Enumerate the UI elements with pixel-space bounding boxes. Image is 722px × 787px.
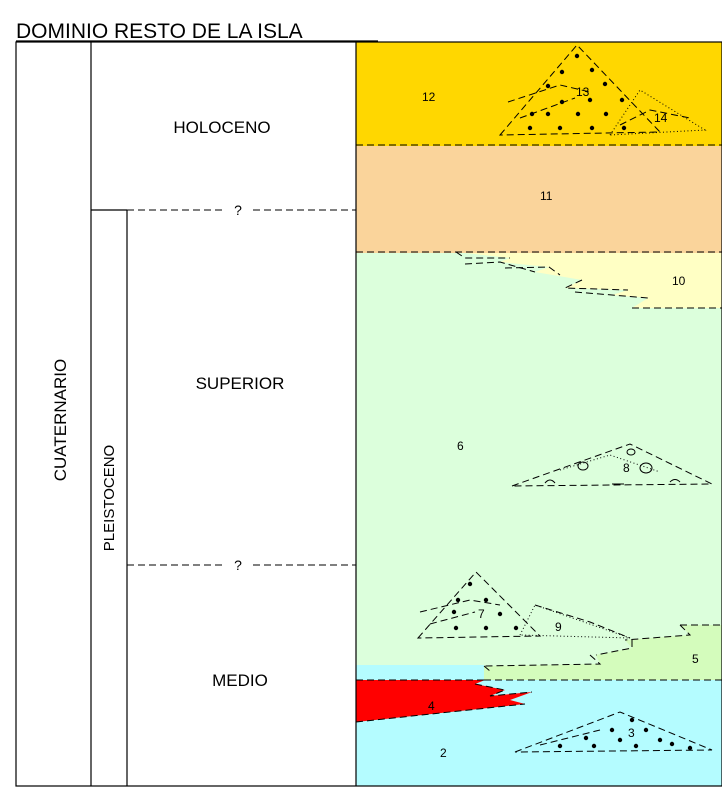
unit-8-body	[511, 443, 713, 487]
unit-7-body	[416, 571, 542, 639]
unit-label-10: 10	[672, 274, 686, 288]
unit-label-6: 6	[457, 439, 464, 453]
unit-label-13: 13	[576, 85, 590, 99]
unit-label-4: 4	[428, 699, 435, 713]
chronology-table	[15, 41, 722, 787]
unit-4-fill	[356, 680, 532, 722]
unit-label-7: 7	[478, 607, 485, 621]
gravel-dot	[529, 111, 535, 117]
unit-label-12: 12	[422, 90, 436, 104]
gravel-dot	[455, 597, 461, 603]
boundary-question-upper: ?	[234, 202, 242, 218]
unit-9-body	[519, 604, 631, 639]
gravel-dot	[497, 611, 503, 617]
gravel-dot	[545, 83, 551, 89]
gravel-dots	[451, 53, 693, 751]
unit-label-9: 9	[555, 620, 562, 634]
label-pleistoceno: PLEISTOCENO	[101, 445, 118, 551]
gravel-dot	[669, 741, 675, 747]
unit-fills	[356, 42, 722, 786]
unit-5-fill	[484, 625, 722, 680]
unit-6-fill	[356, 252, 722, 680]
label-holoceno: HOLOCENO	[173, 118, 270, 137]
gravel-dot	[559, 99, 565, 105]
gravel-dot	[602, 81, 608, 87]
gravel-dot	[603, 111, 609, 117]
gravel-dot	[587, 97, 593, 103]
gravel-dot	[575, 111, 581, 117]
gravel-dot	[591, 743, 597, 749]
unit-3-body	[514, 711, 713, 753]
boundary-question-lower: ?	[234, 557, 242, 573]
unit-label-5: 5	[692, 652, 699, 666]
gravel-dot	[483, 597, 489, 603]
unit-14-body	[609, 89, 707, 136]
diagram-title: DOMINIO RESTO DE LA ISLA	[16, 20, 303, 43]
gravel-dot	[467, 581, 473, 587]
gravel-dot	[513, 625, 519, 631]
gravel-dot	[545, 111, 551, 117]
gravel-dot	[629, 717, 635, 723]
gravel-dot	[557, 743, 563, 749]
unit-10-fill	[456, 252, 722, 308]
gravel-dot	[453, 625, 459, 631]
gravel-dot	[527, 125, 533, 131]
unit-12-fill	[356, 42, 722, 146]
gravel-dot	[619, 97, 625, 103]
gravel-dot	[657, 737, 663, 743]
gravel-dot	[589, 125, 595, 131]
unit-label-11: 11	[540, 189, 553, 203]
gravel-dot	[451, 609, 457, 615]
label-superior: SUPERIOR	[196, 374, 285, 393]
gravel-dot	[643, 727, 649, 733]
unit-labels: 12 13 14 11 10 6 8 7 9 5 4 3 2	[422, 85, 699, 760]
unit-contacts	[355, 144, 722, 723]
unit-label-14: 14	[654, 111, 668, 125]
label-medio: MEDIO	[212, 671, 268, 690]
unit-13-body	[498, 44, 662, 136]
gravel-dot	[574, 53, 580, 59]
unit-label-2: 2	[440, 746, 447, 760]
unit-label-8: 8	[623, 461, 630, 475]
gravel-dot	[609, 727, 615, 733]
gravel-dot	[633, 743, 639, 749]
gravel-dot	[589, 67, 595, 73]
unit-8-pebbles	[544, 448, 681, 485]
gravel-dot	[687, 745, 693, 751]
gravel-dot	[559, 69, 565, 75]
gravel-dot	[617, 737, 623, 743]
unit-11-fill	[356, 145, 722, 253]
label-cuaternario: CUATERNARIO	[51, 359, 70, 481]
gravel-dot	[557, 125, 563, 131]
unit-label-3: 3	[628, 726, 635, 740]
gravel-dot	[621, 125, 627, 131]
gravel-dot	[483, 625, 489, 631]
gravel-dot	[583, 735, 589, 741]
